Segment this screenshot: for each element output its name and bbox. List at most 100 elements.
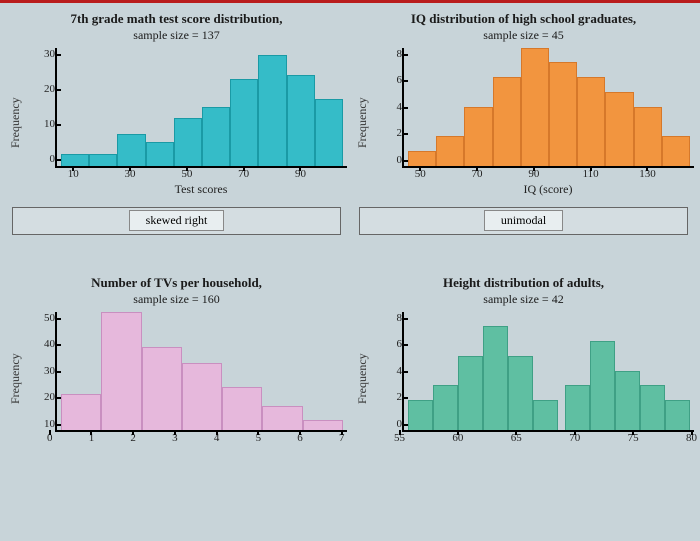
bar <box>605 92 633 166</box>
bar <box>315 99 343 166</box>
title-line-2: sample size = 160 <box>133 292 219 306</box>
x-tick: 7 <box>339 432 345 444</box>
answer-box[interactable]: unimodal <box>359 207 688 235</box>
y-ticks: 86420 <box>374 48 402 166</box>
chart-grid: 7th grade math test score distribution, … <box>6 11 694 533</box>
bars <box>57 312 347 430</box>
x-tick: 70 <box>569 432 580 444</box>
x-tick: 3 <box>172 432 178 444</box>
bar <box>142 347 182 430</box>
title-line-2: sample size = 45 <box>483 28 563 42</box>
x-tick: 50 <box>173 168 201 180</box>
plot-area: 3020100 <box>55 48 347 168</box>
x-tick: 110 <box>576 168 604 180</box>
x-tick: 130 <box>633 168 661 180</box>
y-tick: 20 <box>27 391 55 403</box>
y-axis-label: Frequency <box>353 48 372 197</box>
title-line-1: IQ distribution of high school graduates… <box>411 11 636 26</box>
bar <box>222 387 262 429</box>
bar <box>182 363 222 429</box>
bar <box>665 400 690 430</box>
x-tick: 90 <box>520 168 548 180</box>
chart-tvs: Number of TVs per household, sample size… <box>6 275 347 533</box>
x-tick <box>258 168 286 180</box>
x-ticks: 01234567 <box>55 432 347 446</box>
y-tick: 8 <box>374 312 402 324</box>
chart-test-scores: 7th grade math test score distribution, … <box>6 11 347 269</box>
x-tick <box>662 168 690 180</box>
title-line-1: 7th grade math test score distribution, <box>70 11 282 26</box>
x-tick <box>491 168 519 180</box>
x-tick <box>144 168 172 180</box>
chart-title: Height distribution of adults, sample si… <box>353 275 694 308</box>
y-tick: 20 <box>27 83 55 95</box>
bar <box>146 142 174 166</box>
x-axis-label: Test scores <box>55 182 347 197</box>
y-tick: 30 <box>27 48 55 60</box>
bar <box>521 48 549 166</box>
x-ticks: 556065707580 <box>402 432 694 446</box>
answer-box[interactable]: skewed right <box>12 207 341 235</box>
bar <box>533 400 558 430</box>
bar <box>174 118 202 165</box>
x-tick: 6 <box>297 432 303 444</box>
title-line-2: sample size = 42 <box>483 292 563 306</box>
x-ticks: 507090110130 <box>402 168 694 180</box>
bar <box>577 77 605 166</box>
x-tick <box>315 168 343 180</box>
title-line-1: Number of TVs per household, <box>91 275 262 290</box>
bar <box>634 107 662 166</box>
y-tick: 50 <box>27 312 55 324</box>
bar <box>202 107 230 166</box>
y-tick: 6 <box>374 338 402 350</box>
chart-title: IQ distribution of high school graduates… <box>353 11 694 44</box>
x-ticks: 1030507090 <box>55 168 347 180</box>
x-tick: 2 <box>130 432 136 444</box>
bar <box>458 356 483 430</box>
bar <box>464 107 492 166</box>
y-tick: 8 <box>374 48 402 60</box>
x-tick <box>605 168 633 180</box>
bar <box>615 371 640 430</box>
y-ticks: 86420 <box>374 312 402 430</box>
bar <box>640 385 665 429</box>
y-tick: 0 <box>27 153 55 165</box>
y-tick: 40 <box>27 338 55 350</box>
bar <box>433 385 458 429</box>
bar <box>549 62 577 165</box>
chart-heights: Height distribution of adults, sample si… <box>353 275 694 533</box>
y-tick: 10 <box>27 118 55 130</box>
bar <box>662 136 690 166</box>
x-tick <box>434 168 462 180</box>
x-tick: 4 <box>214 432 220 444</box>
bar <box>303 420 343 429</box>
bar <box>287 75 315 165</box>
bar <box>565 385 590 429</box>
y-ticks: 5040302010 <box>27 312 55 430</box>
plot-area: 86420 <box>402 48 694 168</box>
x-tick <box>87 168 115 180</box>
x-tick: 5 <box>256 432 262 444</box>
y-tick: 2 <box>374 127 402 139</box>
x-axis-label: IQ (score) <box>402 182 694 197</box>
x-tick: 90 <box>286 168 314 180</box>
bar <box>61 154 89 166</box>
y-tick: 4 <box>374 101 402 113</box>
bar <box>436 136 464 166</box>
x-tick: 75 <box>628 432 639 444</box>
x-tick: 60 <box>452 432 463 444</box>
y-tick: 2 <box>374 391 402 403</box>
plot-area: 5040302010 <box>55 312 347 432</box>
x-tick: 1 <box>89 432 95 444</box>
y-axis-label: Frequency <box>353 312 372 446</box>
title-line-2: sample size = 137 <box>133 28 219 42</box>
chart-title: Number of TVs per household, sample size… <box>6 275 347 308</box>
bar <box>590 341 615 430</box>
bar <box>483 326 508 429</box>
x-tick: 30 <box>116 168 144 180</box>
y-tick: 0 <box>374 154 402 166</box>
x-tick: 55 <box>394 432 405 444</box>
answer-text: unimodal <box>484 210 563 231</box>
y-tick: 4 <box>374 365 402 377</box>
x-tick: 0 <box>47 432 53 444</box>
